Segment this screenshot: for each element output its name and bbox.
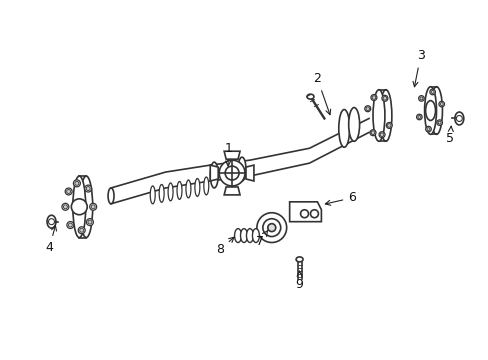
Circle shape	[418, 96, 424, 101]
Circle shape	[426, 127, 429, 131]
Text: 1: 1	[224, 142, 232, 166]
Circle shape	[91, 205, 95, 209]
Circle shape	[371, 96, 375, 99]
Circle shape	[455, 116, 461, 121]
Circle shape	[364, 106, 370, 112]
Text: 2: 2	[313, 72, 330, 115]
Ellipse shape	[424, 87, 436, 134]
Circle shape	[71, 199, 87, 215]
Circle shape	[73, 180, 80, 187]
Ellipse shape	[73, 176, 85, 238]
Circle shape	[439, 103, 442, 105]
Ellipse shape	[338, 109, 349, 147]
Polygon shape	[245, 165, 253, 181]
Ellipse shape	[150, 186, 155, 204]
Ellipse shape	[195, 179, 200, 196]
Ellipse shape	[372, 90, 384, 141]
Ellipse shape	[185, 180, 190, 198]
Ellipse shape	[240, 229, 247, 243]
Text: 3: 3	[412, 49, 424, 87]
Ellipse shape	[425, 100, 435, 121]
Circle shape	[219, 160, 244, 186]
Circle shape	[437, 121, 440, 124]
Circle shape	[438, 101, 444, 107]
Circle shape	[80, 228, 83, 232]
Circle shape	[263, 219, 280, 237]
Ellipse shape	[348, 108, 359, 141]
Circle shape	[48, 219, 54, 225]
Circle shape	[369, 130, 375, 136]
Ellipse shape	[234, 229, 241, 243]
Circle shape	[65, 188, 72, 195]
Circle shape	[88, 220, 92, 224]
Circle shape	[67, 221, 74, 229]
Circle shape	[380, 133, 383, 136]
Text: 9: 9	[295, 271, 303, 291]
Circle shape	[89, 203, 97, 210]
Circle shape	[386, 123, 390, 127]
Ellipse shape	[306, 94, 313, 99]
Ellipse shape	[203, 177, 208, 195]
Text: 7: 7	[255, 230, 267, 248]
Text: 6: 6	[325, 192, 355, 205]
Ellipse shape	[168, 183, 173, 201]
Ellipse shape	[246, 229, 253, 243]
Ellipse shape	[252, 229, 259, 243]
Circle shape	[430, 90, 433, 94]
Circle shape	[86, 219, 93, 226]
Circle shape	[370, 131, 374, 135]
Ellipse shape	[379, 90, 391, 141]
Circle shape	[419, 97, 422, 100]
Text: 4: 4	[45, 226, 57, 254]
Circle shape	[416, 114, 421, 120]
Circle shape	[78, 227, 85, 234]
Circle shape	[370, 95, 376, 100]
Circle shape	[68, 223, 72, 227]
Circle shape	[86, 186, 90, 190]
Ellipse shape	[454, 112, 463, 125]
Ellipse shape	[80, 176, 93, 238]
Circle shape	[66, 189, 70, 193]
Circle shape	[381, 95, 387, 101]
Polygon shape	[289, 202, 321, 222]
Circle shape	[75, 181, 79, 185]
Circle shape	[63, 205, 67, 209]
Circle shape	[425, 126, 430, 132]
Circle shape	[429, 89, 434, 95]
Circle shape	[62, 203, 69, 210]
Circle shape	[365, 107, 369, 111]
Circle shape	[382, 96, 386, 100]
Circle shape	[378, 132, 384, 138]
Ellipse shape	[177, 181, 182, 199]
Ellipse shape	[108, 188, 114, 204]
Text: 5: 5	[446, 126, 453, 145]
Polygon shape	[210, 165, 218, 181]
Circle shape	[256, 213, 286, 243]
Ellipse shape	[429, 87, 442, 134]
Circle shape	[417, 116, 420, 118]
Circle shape	[436, 120, 442, 125]
Circle shape	[224, 166, 239, 180]
Ellipse shape	[296, 257, 303, 262]
Polygon shape	[224, 187, 240, 195]
Circle shape	[84, 185, 91, 192]
Ellipse shape	[47, 215, 56, 228]
Circle shape	[386, 122, 391, 129]
Circle shape	[267, 224, 275, 231]
Ellipse shape	[159, 184, 164, 202]
Ellipse shape	[238, 157, 245, 181]
Ellipse shape	[210, 162, 218, 188]
Text: 8: 8	[216, 237, 234, 256]
Polygon shape	[224, 151, 240, 159]
